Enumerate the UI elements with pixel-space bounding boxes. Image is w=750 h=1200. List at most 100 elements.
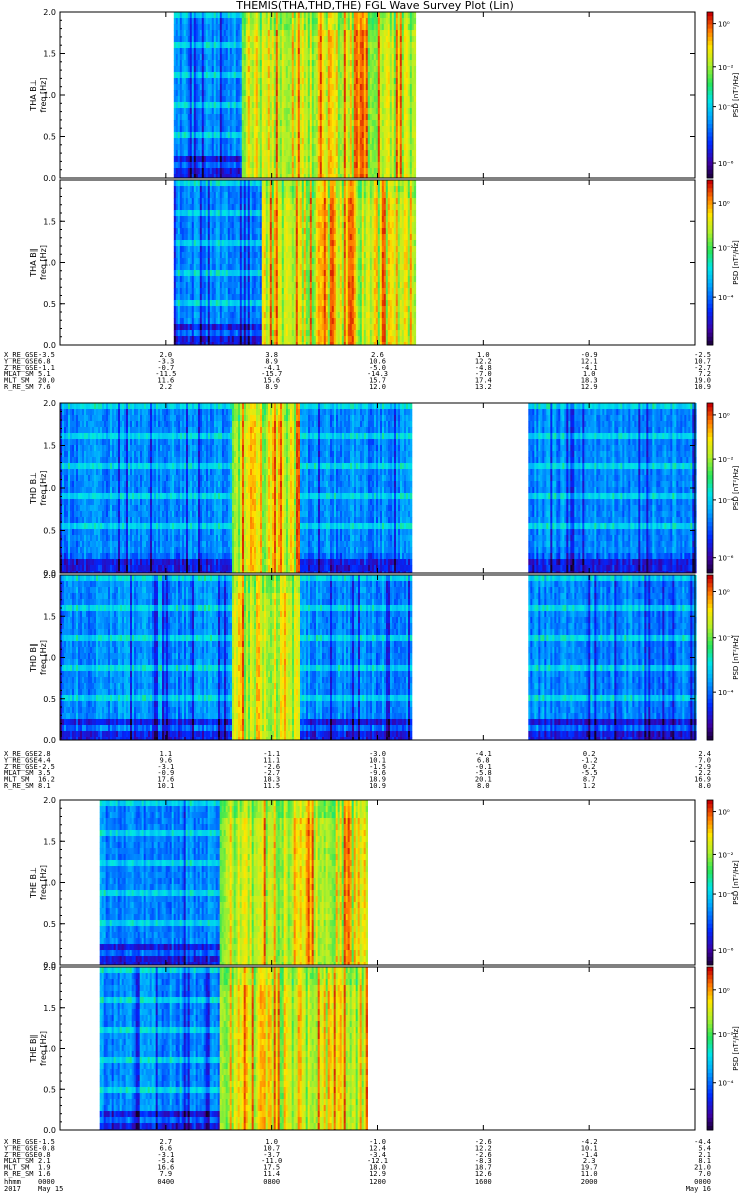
colorbar-tick-label: 10⁻⁴ bbox=[718, 689, 734, 697]
freq-tick-label: 0.5 bbox=[43, 300, 56, 309]
freq-tick-label: 0.0 bbox=[43, 341, 56, 350]
ephem-value: 7.9 bbox=[160, 1170, 173, 1178]
time-tick-label: 0800 bbox=[263, 1178, 280, 1186]
figure-title: THEMIS(THA,THD,THE) FGL Wave Survey Plot… bbox=[235, 0, 514, 12]
freq-tick-label: 0.0 bbox=[43, 174, 56, 183]
ephemeris-thd: X_RE_GSEY_RE_GSEZ_RE_GSEMLAT_SMMLT_SMR_R… bbox=[4, 750, 711, 790]
freq-tick-label: 0.5 bbox=[43, 695, 56, 704]
colorbar-tick-label: 10⁻⁶ bbox=[718, 947, 734, 955]
colorbar-label: PSD [nT²/Hz] bbox=[732, 72, 740, 117]
heatmap-3 bbox=[60, 575, 697, 740]
ephem-value: 11.4 bbox=[263, 1170, 280, 1178]
date-label-left: May 15 bbox=[38, 1185, 63, 1193]
ephem-value: 7.0 bbox=[698, 1170, 711, 1178]
heatmap-0 bbox=[174, 12, 416, 178]
ephem-row-label: R_RE_SM bbox=[4, 782, 34, 790]
y-axis-label: freq [Hz] bbox=[39, 78, 48, 113]
freq-tick-label: 1.5 bbox=[43, 1004, 56, 1013]
ephem-value: 10.1 bbox=[157, 782, 174, 790]
heatmap-5 bbox=[100, 967, 368, 1130]
colorbar-tick-label: 10⁻² bbox=[718, 456, 734, 464]
y-axis-label: freq [Hz] bbox=[39, 640, 48, 675]
ephem-value: 13.2 bbox=[475, 383, 492, 391]
ephem-value: 10.9 bbox=[694, 383, 711, 391]
freq-tick-label: 2.0 bbox=[43, 963, 56, 972]
colorbar-tick-label: 10⁻⁴ bbox=[718, 1080, 734, 1088]
time-tick-label: 1600 bbox=[475, 1178, 492, 1186]
ephem-value: 8.0 bbox=[477, 782, 490, 790]
freq-tick-label: 1.5 bbox=[43, 217, 56, 226]
colorbar-label: PSD [nT²/Hz] bbox=[732, 860, 740, 905]
freq-tick-label: 0.0 bbox=[43, 736, 56, 745]
colorbar-tick-label: 10⁰ bbox=[718, 987, 730, 995]
ephemeris-the: X_RE_GSEY_RE_GSEZ_RE_GSEMLAT_SMMLT_SMR_R… bbox=[4, 1138, 711, 1178]
colorbar-label: PSD [nT²/Hz] bbox=[732, 240, 740, 285]
colorbar-tick-label: 10⁻⁶ bbox=[718, 160, 734, 168]
panel-label: THE B⊥ bbox=[29, 867, 38, 899]
ephem-value: 12.9 bbox=[369, 1170, 386, 1178]
colorbar-label: PSD [nT²/Hz] bbox=[732, 465, 740, 510]
colorbar-label: PSD [nT²/Hz] bbox=[732, 635, 740, 680]
ephem-value: 7.6 bbox=[38, 383, 51, 391]
colorbar-tick-label: 10⁰ bbox=[718, 21, 730, 29]
colorbar-tick-label: 10⁰ bbox=[718, 412, 730, 420]
y-axis-label: freq [Hz] bbox=[39, 1031, 48, 1066]
ephem-row-label: R_RE_SM bbox=[4, 1170, 34, 1178]
freq-tick-label: 2.0 bbox=[43, 399, 56, 408]
time-tick-label: 2000 bbox=[581, 1178, 598, 1186]
y-axis-label: freq [Hz] bbox=[39, 471, 48, 506]
ephem-value: 12.0 bbox=[369, 383, 386, 391]
freq-tick-label: 0.5 bbox=[43, 920, 56, 929]
ephem-value: 11.0 bbox=[581, 1170, 598, 1178]
colorbar-tick-label: 10⁻² bbox=[718, 64, 734, 72]
freq-tick-label: 0.5 bbox=[43, 133, 56, 142]
ephem-value: 8.0 bbox=[698, 782, 711, 790]
freq-tick-label: 1.5 bbox=[43, 50, 56, 59]
ephem-row-label: R_RE_SM bbox=[4, 383, 34, 391]
freq-tick-label: 1.5 bbox=[43, 837, 56, 846]
freq-tick-label: 2.0 bbox=[43, 796, 56, 805]
ephem-value: 1.2 bbox=[583, 782, 596, 790]
panel-label: THD B∥ bbox=[29, 643, 38, 673]
colorbar-tick-label: 10⁻² bbox=[718, 851, 734, 859]
ephem-value: 8.9 bbox=[265, 383, 278, 391]
colorbar-tick-label: 10⁻⁶ bbox=[718, 555, 734, 563]
freq-tick-label: 0.0 bbox=[43, 1126, 56, 1135]
colorbar-tick-label: 10⁰ bbox=[718, 200, 730, 208]
ephem-value: 2.2 bbox=[160, 383, 173, 391]
panel-label: THD B⊥ bbox=[29, 472, 38, 505]
ephem-value: 8.1 bbox=[38, 782, 51, 790]
panel-label: THE B∥ bbox=[29, 1035, 38, 1064]
ephem-value: 10.9 bbox=[369, 782, 386, 790]
colorbar-label: PSD [nT²/Hz] bbox=[732, 1026, 740, 1071]
ephem-value: 12.6 bbox=[475, 1170, 492, 1178]
date-label-right: May 16 bbox=[686, 1185, 711, 1193]
ephem-value: 12.9 bbox=[581, 383, 598, 391]
time-tick-label: 1200 bbox=[369, 1178, 386, 1186]
heatmap-1 bbox=[174, 180, 416, 345]
freq-tick-label: 1.5 bbox=[43, 612, 56, 621]
panel-label: THA B∥ bbox=[29, 248, 38, 277]
colorbar-tick-label: 10⁻⁴ bbox=[718, 294, 734, 302]
freq-tick-label: 2.0 bbox=[43, 571, 56, 580]
ephemeris-tha: X_RE_GSEY_RE_GSEZ_RE_GSEMLAT_SMMLT_SMR_R… bbox=[4, 351, 711, 391]
y-axis-label: freq [Hz] bbox=[39, 245, 48, 280]
freq-tick-label: 1.5 bbox=[43, 442, 56, 451]
colorbar-tick-label: 10⁰ bbox=[718, 589, 730, 597]
heatmap-2 bbox=[60, 403, 697, 573]
heatmap-4 bbox=[100, 800, 368, 965]
freq-tick-label: 2.0 bbox=[43, 8, 56, 17]
